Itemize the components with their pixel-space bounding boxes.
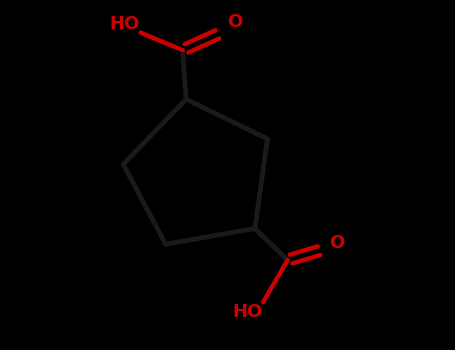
Text: O: O <box>228 13 243 31</box>
Text: HO: HO <box>232 303 263 321</box>
Text: HO: HO <box>110 15 140 33</box>
Text: O: O <box>329 233 344 252</box>
